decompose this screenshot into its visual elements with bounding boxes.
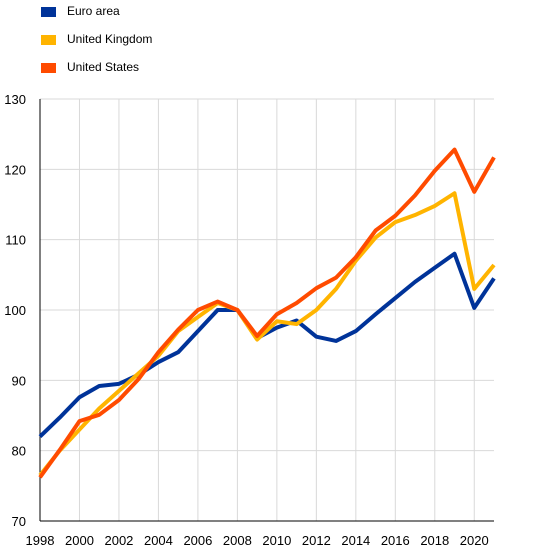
legend-swatch-euro-area [41,7,56,17]
x-tick-label-2018: 2018 [420,533,449,548]
y-tick-label-80: 80 [12,444,26,459]
x-tick-label-2014: 2014 [341,533,370,548]
y-tick-labels: 70 80 90 100 110 120 130 [4,92,26,529]
y-tick-label-110: 110 [5,233,26,248]
legend-label-euro-area: Euro area [67,4,120,18]
axes [39,99,494,522]
y-tick-label-70: 70 [12,514,26,529]
legend-swatch-united-states [41,63,56,73]
y-tick-label-130: 130 [4,92,26,107]
legend-swatch-united-kingdom [41,35,56,45]
x-tick-label-2000: 2000 [65,533,94,548]
x-tick-label-2020: 2020 [460,533,489,548]
x-tick-label-2002: 2002 [104,533,133,548]
x-tick-label-2016: 2016 [381,533,410,548]
y-tick-label-90: 90 [12,373,26,388]
x-tick-label-2012: 2012 [302,533,331,548]
x-tick-label-2010: 2010 [262,533,291,548]
series-line-united-states [38,147,496,479]
x-tick-label-2006: 2006 [183,533,212,548]
y-tick-label-100: 100 [4,303,26,318]
x-tick-label-1998: 1998 [26,533,55,548]
y-tick-label-120: 120 [4,162,26,177]
legend-label-united-states: United States [67,60,139,74]
series-line-united-kingdom [38,191,496,477]
legend-label-united-kingdom: United Kingdom [67,32,152,46]
x-tick-labels: 1998 2000 2002 2004 2006 2008 2010 2012 2014 2016… [26,533,489,548]
x-tick-label-2004: 2004 [144,533,173,548]
series-layer [38,147,496,479]
legend: Euro area United Kingdom United States [41,4,152,74]
x-tick-label-2008: 2008 [223,533,252,548]
grid [39,98,494,522]
